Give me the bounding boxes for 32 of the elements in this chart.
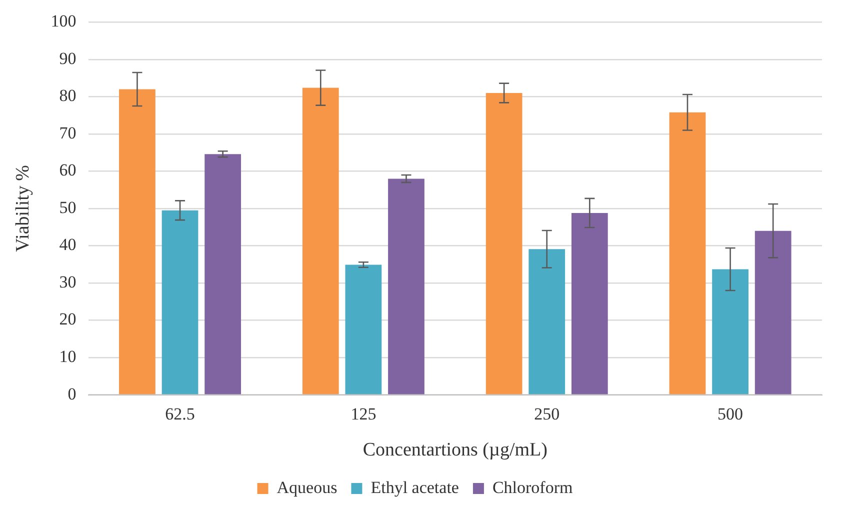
x-tick-label: 125	[350, 404, 376, 424]
bar	[162, 210, 198, 394]
y-tick-label: 20	[59, 310, 76, 329]
x-tick-label: 62.5	[165, 404, 195, 424]
bar	[119, 89, 156, 394]
y-tick-label: 30	[59, 272, 76, 292]
y-tick-label: 100	[50, 12, 76, 31]
y-tick-label: 0	[68, 384, 76, 404]
bar	[388, 178, 424, 394]
bar	[345, 264, 382, 394]
bar	[302, 88, 339, 394]
x-axis-title: Concentartions (µg/mL)	[362, 440, 548, 461]
bar	[712, 269, 748, 394]
y-axis-title: Viability %	[12, 164, 34, 252]
y-tick-label: 40	[59, 235, 76, 254]
y-tick-label: 50	[59, 198, 76, 217]
y-tick-label: 60	[59, 160, 76, 180]
legend-label: Chloroform	[492, 478, 573, 497]
legend-label: Aqueous	[276, 478, 338, 497]
bar	[571, 212, 608, 394]
y-tick-label: 10	[59, 347, 76, 366]
bar	[669, 112, 706, 394]
bar	[486, 92, 522, 394]
x-tick-label: 250	[534, 404, 560, 424]
bar	[528, 249, 566, 394]
y-tick-label: 90	[59, 48, 76, 68]
y-tick-label: 70	[59, 123, 76, 142]
bar	[204, 154, 241, 394]
legend-label: Ethyl acetate	[370, 478, 459, 497]
bar	[754, 230, 792, 394]
y-tick-label: 80	[59, 86, 76, 106]
x-tick-label: 500	[718, 404, 744, 424]
